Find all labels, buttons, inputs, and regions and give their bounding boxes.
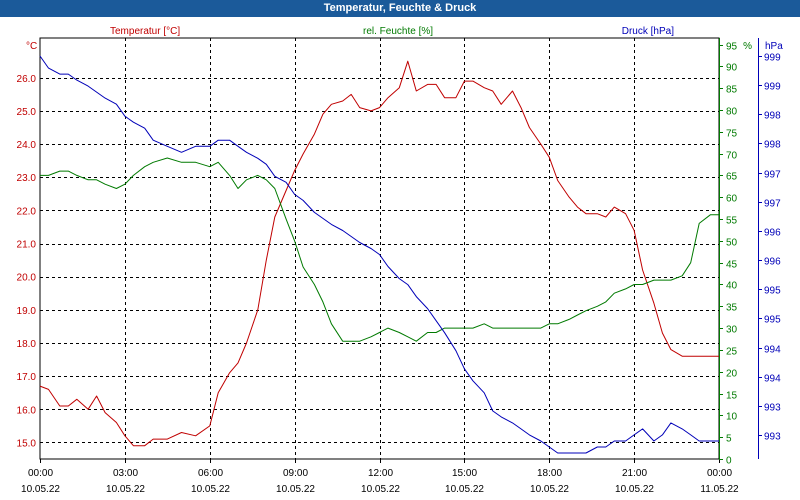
humidity-tick-label: 55 xyxy=(726,216,738,227)
x-tick-date-label: 10.05.22 xyxy=(21,484,60,495)
pressure-tick-label: 996 xyxy=(764,228,781,239)
pressure-tick-label: 993 xyxy=(764,432,781,443)
pressure-series-line xyxy=(39,55,719,454)
temperature-tick-label: 23.0 xyxy=(17,173,37,184)
humidity-tick-label: 35 xyxy=(726,303,738,314)
x-tick-date-label: 10.05.22 xyxy=(445,484,484,495)
humidity-tick-label: 60 xyxy=(726,194,738,205)
legend-humidity: rel. Feuchte [%] xyxy=(363,26,433,37)
humidity-tick-label: 75 xyxy=(726,129,738,140)
humidity-tick-label: 30 xyxy=(726,325,738,336)
pressure-tick-label: 999 xyxy=(764,53,781,64)
humidity-tick-label: 80 xyxy=(726,107,738,118)
pressure-tick-label: 994 xyxy=(764,374,781,385)
humidity-series-line xyxy=(40,157,719,342)
temperature-tick-label: 15.0 xyxy=(17,438,37,449)
legend-pressure: Druck [hPa] xyxy=(622,26,674,37)
pressure-tick-label: 995 xyxy=(764,315,781,326)
temperature-tick-label: 24.0 xyxy=(17,140,37,151)
x-tick-date-label: 10.05.22 xyxy=(361,484,400,495)
temperature-tick-label: 18.0 xyxy=(17,339,37,350)
x-tick-time-label: 15:00 xyxy=(452,468,477,479)
humidity-tick-label: 25 xyxy=(726,347,738,358)
x-tick-date-label: 10.05.22 xyxy=(530,484,569,495)
x-tick-date-label: 11.05.22 xyxy=(700,484,739,495)
x-tick-time-label: 12:00 xyxy=(368,468,393,479)
temperature-tick-label: 16.0 xyxy=(17,405,37,416)
x-tick-time-label: 06:00 xyxy=(198,468,223,479)
temperature-tick-label: 20.0 xyxy=(17,273,37,284)
humidity-tick-label: 85 xyxy=(726,85,738,96)
x-tick-date-label: 10.05.22 xyxy=(276,484,315,495)
pressure-tick-label: 997 xyxy=(764,170,781,181)
x-tick-time-label: 09:00 xyxy=(283,468,308,479)
x-tick-date-label: 10.05.22 xyxy=(615,484,654,495)
x-tick-date-label: 10.05.22 xyxy=(191,484,230,495)
pressure-tick-label: 998 xyxy=(764,111,781,122)
humidity-tick-label: 40 xyxy=(726,281,738,292)
temperature-tick-label: 25.0 xyxy=(17,107,37,118)
temperature-tick-label: 21.0 xyxy=(17,240,37,251)
humidity-unit-label: % xyxy=(743,41,752,52)
temperature-tick-label: 22.0 xyxy=(17,206,37,217)
humidity-tick-label: 90 xyxy=(726,63,738,74)
humidity-tick-label: 20 xyxy=(726,369,738,380)
humidity-tick-label: 65 xyxy=(726,172,738,183)
temperature-series-line xyxy=(39,60,719,447)
humidity-tick-label: 0 xyxy=(726,456,732,467)
temperature-tick-label: 17.0 xyxy=(17,372,37,383)
pressure-tick-label: 997 xyxy=(764,199,781,210)
temperature-tick-label: 19.0 xyxy=(17,306,37,317)
x-tick-time-label: 21:00 xyxy=(622,468,647,479)
pressure-tick-label: 999 xyxy=(764,82,781,93)
x-tick-date-label: 10.05.22 xyxy=(106,484,145,495)
pressure-tick-label: 994 xyxy=(764,345,781,356)
x-tick-time-label: 18:00 xyxy=(537,468,562,479)
humidity-tick-label: 45 xyxy=(726,260,738,271)
pressure-tick-label: 998 xyxy=(764,140,781,151)
window-title: Temperatur, Feuchte & Druck xyxy=(0,0,800,17)
x-tick-time-label: 00:00 xyxy=(28,468,53,479)
pressure-tick-label: 996 xyxy=(764,257,781,268)
humidity-tick-label: 50 xyxy=(726,238,738,249)
humidity-tick-label: 70 xyxy=(726,151,738,162)
x-tick-time-label: 00:00 xyxy=(707,468,732,479)
temperature-tick-label: 26.0 xyxy=(17,74,37,85)
humidity-tick-label: 5 xyxy=(726,434,732,445)
humidity-tick-label: 15 xyxy=(726,391,738,402)
humidity-tick-label: 95 xyxy=(726,42,738,53)
pressure-tick-label: 993 xyxy=(764,403,781,414)
humidity-tick-label: 10 xyxy=(726,412,738,423)
pressure-unit-label: hPa xyxy=(765,41,783,52)
pressure-tick-label: 995 xyxy=(764,286,781,297)
plot-frame xyxy=(39,37,720,460)
x-tick-time-label: 03:00 xyxy=(113,468,138,479)
temperature-unit-label: °C xyxy=(26,41,37,52)
legend-temperature: Temperatur [°C] xyxy=(110,26,180,37)
